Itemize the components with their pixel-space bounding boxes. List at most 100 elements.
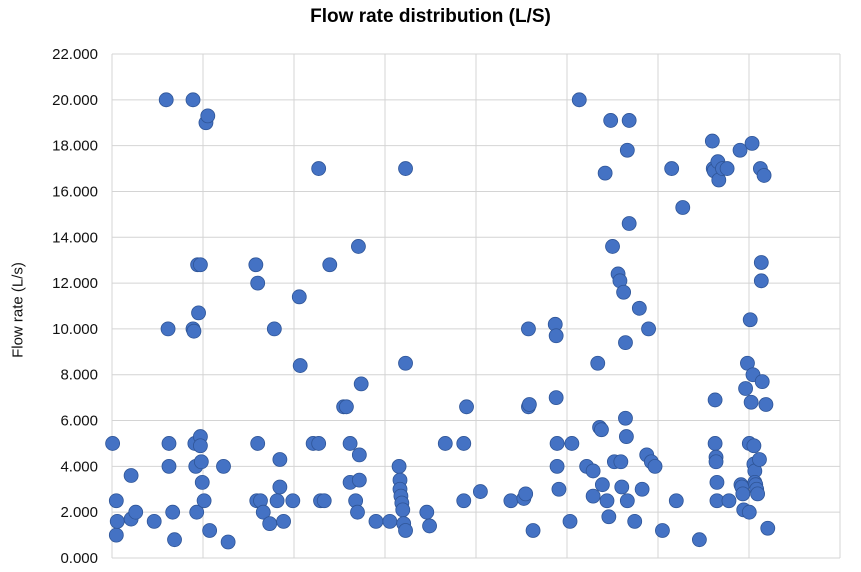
data-point [754,374,770,390]
data-point [161,458,177,474]
y-tick-label: 4.000 [60,458,98,475]
data-point [756,168,772,183]
data-point [605,239,620,254]
data-point [655,523,670,538]
data-point [613,454,629,470]
data-point [691,532,707,548]
data-point [549,436,565,451]
data-point [571,92,587,108]
data-point [601,509,617,525]
y-tick-label: 8.000 [60,367,98,384]
data-point [750,486,766,502]
data-point [194,474,210,490]
data-point [603,113,619,128]
y-tick-label: 18.000 [52,138,98,155]
data-point [165,504,181,520]
chart-title: Flow rate distribution (L/S) [310,6,551,27]
data-point [250,436,266,451]
data-point [760,520,776,536]
data-point [123,468,139,483]
data-point [161,436,177,451]
data-point [191,305,206,321]
data-point [618,410,633,426]
data-point [634,481,650,497]
y-tick-label: 10.000 [52,321,98,338]
data-points [105,92,776,550]
y-tick-label: 2.000 [60,504,98,521]
data-point [248,257,264,273]
data-point [721,493,737,509]
y-tick-label: 16.000 [52,183,98,200]
data-point [758,397,774,412]
data-point [518,486,534,502]
data-point [590,355,606,371]
y-tick-label: 12.000 [52,275,98,292]
data-point [585,463,601,479]
data-point [709,474,725,490]
data-point [525,523,541,538]
data-point [255,504,271,520]
y-tick-label: 14.000 [52,229,98,246]
data-point [707,436,723,451]
data-point [351,472,367,488]
data-point [621,113,637,128]
data-point [599,493,615,509]
data-point [668,493,684,509]
data-point [521,397,537,412]
data-point [738,381,753,396]
data-point [189,504,205,520]
data-point [108,493,124,509]
data-point [202,523,218,538]
data-point [193,257,208,273]
data-point [266,321,282,337]
data-point [551,481,567,497]
data-point [742,312,758,328]
data-point [675,200,691,215]
y-tick-labels: 0.000 2.000 4.000 6.000 8.000 10.000 12.000 14.… [52,46,98,567]
data-point [548,328,564,344]
data-point [292,358,308,373]
data-point [744,135,760,151]
data-point [641,321,656,337]
data-point [368,513,384,529]
data-point [128,504,144,520]
data-point [269,493,285,509]
data-point [291,289,307,305]
data-point [456,493,472,509]
data-point [746,438,762,454]
data-point [146,513,162,529]
data-point [422,518,437,534]
data-point [158,92,174,108]
data-point [395,502,411,518]
data-point [753,273,769,289]
data-point [193,454,209,470]
data-point [216,458,231,474]
data-point [627,513,643,529]
data-point [631,300,647,316]
data-point [316,493,332,509]
data-point [339,399,354,415]
y-tick-label: 0.000 [60,550,98,567]
data-point [664,161,680,176]
data-point [594,422,609,438]
data-point [456,436,472,451]
data-point [186,323,202,339]
data-point [562,513,578,529]
data-point [719,161,735,176]
data-point [549,458,565,474]
data-point [521,321,536,337]
data-point [708,454,724,470]
data-point [353,376,369,392]
data-point [621,216,637,231]
y-tick-label: 22.000 [52,46,98,63]
data-point [272,479,288,495]
data-point [311,436,327,451]
data-point [616,284,632,300]
data-point [647,458,663,474]
data-point [160,321,176,337]
data-point [548,390,564,406]
data-point [285,493,301,509]
data-point [322,257,338,273]
data-point [220,534,236,550]
